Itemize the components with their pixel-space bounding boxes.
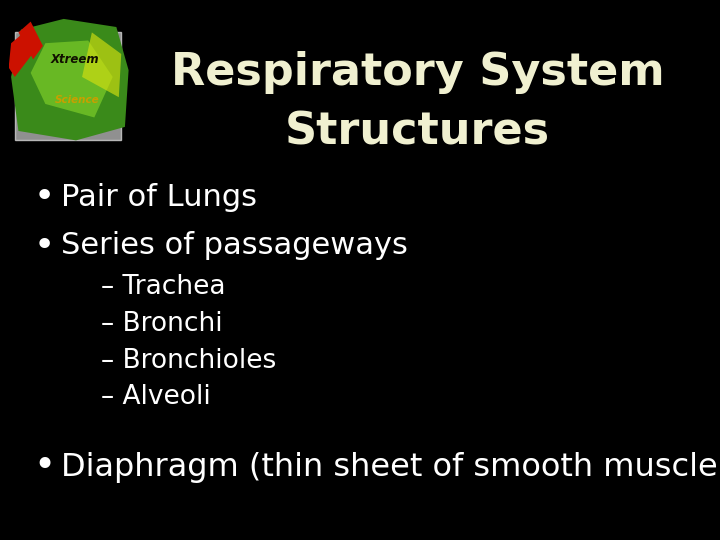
Text: Pair of Lungs: Pair of Lungs [61, 183, 257, 212]
Text: •: • [34, 229, 55, 262]
Text: – Bronchi: – Bronchi [101, 311, 222, 337]
Text: Structures: Structures [285, 111, 550, 154]
Text: – Bronchioles: – Bronchioles [101, 348, 276, 374]
Text: – Trachea: – Trachea [101, 274, 225, 300]
Polygon shape [82, 32, 121, 97]
Text: – Alveoli: – Alveoli [101, 384, 210, 410]
Polygon shape [15, 32, 121, 140]
Polygon shape [19, 22, 43, 59]
Text: Xtreem: Xtreem [50, 53, 99, 66]
Text: Science: Science [55, 95, 99, 105]
Text: •: • [34, 449, 56, 485]
Polygon shape [31, 40, 113, 117]
Text: Respiratory System: Respiratory System [171, 51, 665, 94]
Polygon shape [11, 19, 129, 140]
Polygon shape [9, 27, 35, 77]
Text: •: • [34, 180, 55, 214]
Text: Series of passageways: Series of passageways [61, 231, 408, 260]
Text: Diaphragm (thin sheet of smooth muscle): Diaphragm (thin sheet of smooth muscle) [61, 451, 720, 483]
